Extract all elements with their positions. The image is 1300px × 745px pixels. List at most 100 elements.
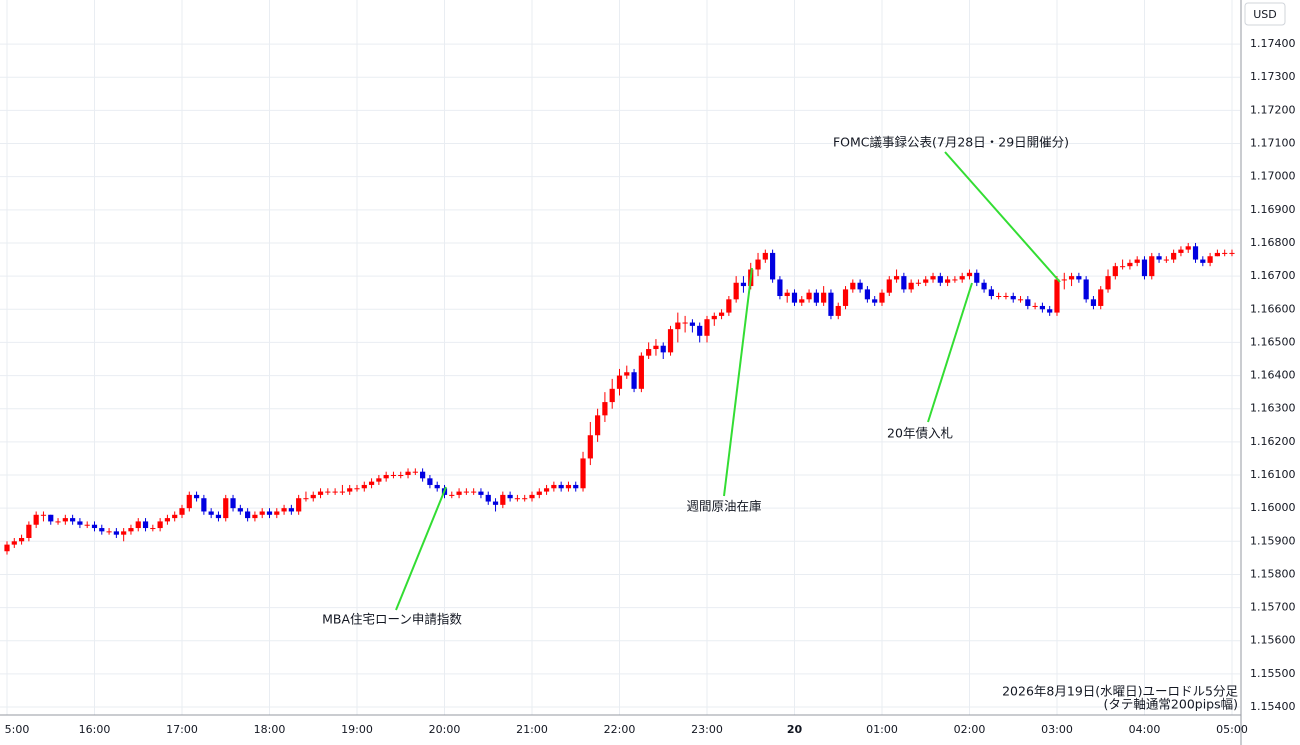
- candle-body: [368, 481, 375, 485]
- candle-body: [215, 514, 222, 519]
- candle-body: [405, 471, 411, 476]
- candle-body: [551, 484, 557, 489]
- candle-body: [77, 521, 83, 525]
- candle-body: [1090, 299, 1097, 306]
- candle-body: [121, 531, 127, 535]
- y-tick-label: 1.17300: [1250, 70, 1296, 83]
- y-tick-label: 1.17000: [1250, 170, 1296, 183]
- candle-body: [981, 282, 987, 290]
- candle-body: [274, 511, 280, 515]
- candle-body: [390, 475, 397, 477]
- candle-body: [667, 329, 674, 353]
- candle-body: [514, 498, 521, 500]
- candle-body: [1068, 276, 1075, 280]
- candle-body: [813, 292, 819, 303]
- candle-body: [11, 541, 17, 545]
- y-tick-label: 1.15400: [1250, 700, 1296, 713]
- chart-note: 2026年8月19日(水曜日)ユーロドル5分足: [1002, 684, 1238, 699]
- annotation-line: [723, 267, 753, 497]
- candle-body: [1185, 246, 1191, 250]
- candle-body: [99, 528, 105, 532]
- candle-body: [208, 511, 214, 515]
- candle-body: [966, 272, 973, 277]
- candle-body: [33, 514, 39, 525]
- candle-body: [726, 299, 732, 313]
- candle-body: [186, 494, 192, 509]
- candle-body: [361, 484, 367, 489]
- candle-body: [1229, 252, 1235, 254]
- candle-body: [565, 484, 572, 489]
- annotation: MBA住宅ローン申請指数: [322, 612, 462, 627]
- candle-body: [959, 276, 965, 280]
- candle-body: [1192, 246, 1199, 260]
- candle-body: [616, 375, 623, 389]
- candle-body: [1156, 256, 1162, 260]
- candle-body: [157, 521, 163, 529]
- candle-body: [1207, 256, 1213, 263]
- y-tick-label: 1.16600: [1250, 302, 1296, 315]
- candle-body: [288, 508, 294, 512]
- candle-body: [777, 279, 783, 297]
- annotation-line: [944, 151, 1061, 283]
- candle-body: [449, 494, 455, 496]
- candle-body: [354, 488, 360, 490]
- x-tick-label: 05:00: [1216, 723, 1248, 736]
- x-tick-label: 23:00: [691, 723, 723, 736]
- candle-body: [646, 349, 652, 356]
- candle-body: [711, 315, 717, 320]
- y-tick-label: 1.16800: [1250, 236, 1296, 249]
- candle-body: [864, 289, 871, 300]
- candle-body: [296, 498, 302, 512]
- candle-body: [660, 345, 666, 353]
- candle-body: [740, 282, 747, 287]
- candle-body: [4, 544, 10, 552]
- candle-body: [500, 494, 506, 505]
- candle-body: [835, 305, 841, 316]
- candle-body: [1171, 252, 1177, 260]
- candle-body: [638, 355, 644, 389]
- candle-body: [1010, 296, 1016, 300]
- candle-body: [988, 289, 994, 297]
- annotation: 週間原油在庫: [686, 499, 761, 514]
- x-tick-label: 22:00: [604, 723, 636, 736]
- y-tick-label: 1.15600: [1250, 634, 1296, 647]
- candle-body: [901, 276, 907, 290]
- candle-body: [193, 494, 200, 499]
- candle-body: [55, 521, 61, 523]
- candle-body: [398, 475, 404, 477]
- candle-body: [230, 498, 236, 509]
- candle-body: [587, 435, 593, 459]
- candle-body: [1127, 262, 1133, 267]
- x-tick-label: 21:00: [516, 723, 548, 736]
- y-tick-label: 1.16000: [1250, 501, 1296, 514]
- candle-body: [62, 518, 68, 522]
- candle-body: [952, 279, 958, 281]
- annotation-line: [395, 486, 447, 611]
- candle-body: [485, 494, 491, 502]
- candle-body: [718, 312, 725, 316]
- candle-body: [857, 282, 863, 290]
- x-tick-label: 03:00: [1041, 723, 1073, 736]
- y-tick-label: 1.17100: [1250, 137, 1296, 150]
- candle-body: [1047, 309, 1053, 313]
- candle-body: [135, 521, 141, 529]
- candle-body: [886, 279, 892, 293]
- candle-body: [1222, 252, 1228, 254]
- candle-body: [850, 282, 856, 290]
- candle-body: [1039, 305, 1045, 310]
- candle-body: [1112, 266, 1118, 277]
- candle-body: [806, 292, 812, 300]
- candle-body: [872, 299, 878, 303]
- x-tick-label: 18:00: [254, 723, 286, 736]
- candle-body: [1214, 252, 1220, 257]
- candle-body: [383, 475, 389, 479]
- y-tick-label: 1.16100: [1250, 468, 1296, 481]
- x-tick-label: 20: [787, 723, 803, 736]
- y-tick-label: 1.16900: [1250, 203, 1296, 216]
- candle-body: [770, 252, 776, 280]
- candle-body: [842, 289, 849, 306]
- candle-body: [689, 322, 696, 326]
- candle-body: [128, 528, 134, 532]
- candle-body: [347, 488, 353, 492]
